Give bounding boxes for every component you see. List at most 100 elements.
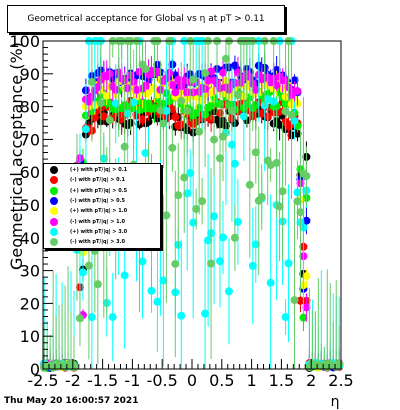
legend-entry: (-) with pT/|q| > 0.5 (44, 196, 160, 206)
data-point (204, 76, 213, 85)
legend-entry: (-) with pT/|q| > 0.1 (44, 175, 160, 185)
data-point (210, 212, 219, 221)
data-point (102, 91, 111, 100)
y-tick-label: 0 (30, 360, 40, 379)
y-tick-label: 80 (20, 98, 40, 117)
data-point (84, 261, 93, 270)
y-tick-label: 60 (20, 163, 40, 182)
data-point (299, 313, 308, 322)
data-point (183, 106, 192, 115)
y-tick-label: 70 (20, 130, 40, 149)
y-tick-label: 20 (20, 294, 40, 313)
data-point (272, 158, 281, 167)
data-point (99, 112, 108, 121)
legend-marker (50, 176, 58, 185)
x-tick-label: 1.5 (269, 371, 294, 390)
data-point (245, 180, 254, 189)
legend-label: (-) with pT/|q| > 0.5 (70, 197, 125, 204)
data-point (174, 75, 183, 84)
data-point (111, 99, 120, 108)
data-point (177, 96, 186, 105)
y-tick-label: 90 (20, 65, 40, 84)
data-point (284, 259, 293, 268)
data-point (192, 204, 201, 213)
data-point (156, 106, 165, 115)
data-point (251, 240, 260, 249)
data-point (147, 286, 156, 295)
legend-label: (+) with pT/|q| > 3.0 (70, 228, 128, 235)
data-point (75, 314, 84, 323)
data-point (290, 296, 299, 305)
data-point (218, 233, 227, 242)
data-point (275, 202, 284, 211)
data-point (293, 197, 302, 206)
data-point (153, 297, 162, 306)
data-point (198, 197, 207, 206)
data-point (227, 106, 236, 115)
data-point (189, 75, 198, 84)
data-point (207, 259, 216, 268)
legend: (+) with pT/|q| > 0.1 (-) with pT/|q| > 0… (43, 163, 161, 249)
data-point (281, 107, 290, 116)
x-tick-label: 0 (187, 371, 197, 390)
data-point (281, 313, 290, 322)
x-tick-label: -0.5 (147, 371, 178, 390)
legend-label: (-) with pT/|q| > 0.1 (70, 177, 125, 184)
data-point (174, 191, 183, 200)
x-tick-label: 0.5 (209, 371, 234, 390)
data-point (266, 278, 275, 287)
y-tick-label: 50 (20, 196, 40, 215)
legend-label: (+) with pT/|q| > 0.5 (70, 187, 128, 194)
data-point (171, 88, 180, 97)
timestamp: Thu May 20 16:00:57 2021 (4, 396, 139, 406)
data-point (272, 66, 281, 75)
data-point (120, 271, 129, 280)
data-point (233, 91, 242, 100)
data-point (257, 109, 266, 118)
data-point (132, 85, 141, 94)
data-point (251, 100, 260, 109)
data-point (78, 268, 87, 277)
data-point (81, 125, 90, 134)
data-point (302, 272, 311, 281)
data-point (233, 68, 242, 77)
x-tick-label: -2.5 (27, 371, 58, 390)
data-point (105, 116, 114, 125)
data-point (186, 169, 195, 178)
data-point (302, 303, 311, 312)
y-axis-label: Geometrical acceptance (%) (7, 42, 26, 270)
x-tick-label: 2.5 (328, 371, 353, 390)
data-point (287, 111, 296, 120)
data-point (168, 143, 177, 152)
x-tick-label: 1 (247, 371, 257, 390)
data-points (40, 37, 344, 372)
data-point (87, 313, 96, 322)
data-point (290, 76, 299, 85)
data-point (216, 257, 225, 266)
data-point (218, 132, 227, 141)
data-point (195, 127, 204, 136)
data-point (93, 280, 102, 289)
data-point (296, 208, 305, 217)
data-point (278, 187, 287, 196)
data-point (93, 83, 102, 92)
legend-label: (+) with pT/|q| > 1.0 (70, 208, 128, 215)
data-point (218, 68, 227, 77)
data-point (138, 257, 147, 266)
data-point (204, 236, 213, 245)
y-tick-label: 30 (20, 262, 40, 281)
legend-marker (50, 166, 58, 174)
legend-entry: (-) with pT/|q| > 3.0 (44, 237, 160, 247)
data-point (302, 171, 311, 180)
x-tick-label: 2 (306, 371, 316, 390)
y-tick-label: 100 (9, 32, 40, 51)
data-point (171, 259, 180, 268)
data-point (159, 119, 168, 128)
data-point (153, 67, 162, 76)
legend-label: (-) with pT/|q| > 1.0 (70, 218, 125, 225)
data-point (159, 276, 168, 285)
data-point (248, 261, 257, 270)
legend-entry: (+) with pT/|q| > 0.5 (44, 186, 160, 196)
data-point (296, 296, 305, 305)
